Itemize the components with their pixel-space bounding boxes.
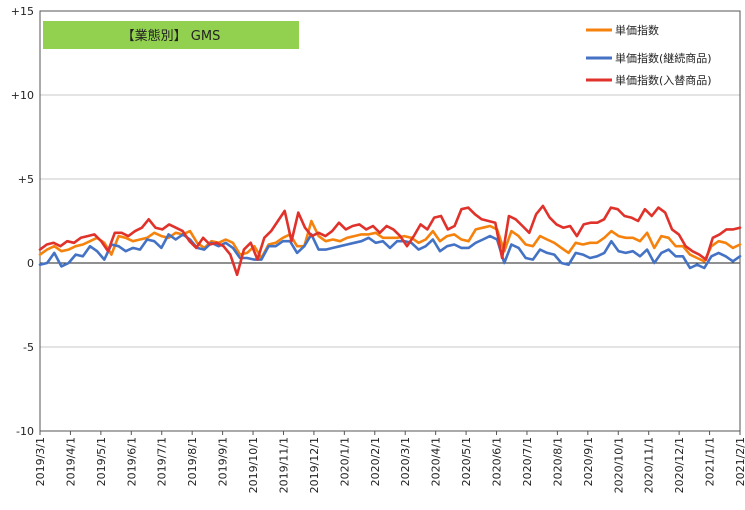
x-tick-label: 2021/2/1 [734, 437, 745, 486]
series-lines [38, 204, 742, 277]
badge-background [43, 21, 299, 49]
x-tick-label: 2019/8/1 [186, 437, 199, 486]
series-line-replaced-items-index [38, 204, 742, 277]
x-tick-label: 2020/3/1 [399, 437, 412, 486]
series-line-continuing-items-index [38, 233, 742, 270]
badge-label: 【業態別】 GMS [122, 28, 221, 44]
x-axis-ticks: 2019/3/1 2019/4/1 2019/5/1 2019/6/1 2019/7/1… [34, 431, 745, 493]
y-tick-label: +10 [11, 89, 34, 102]
x-tick-label: 2019/11/1 [277, 437, 290, 493]
x-tick-label: 2020/1/1 [338, 437, 351, 486]
y-tick-label: -10 [16, 425, 34, 438]
series-line-unit-price-index [38, 219, 742, 263]
y-tick-label: -5 [23, 341, 34, 354]
x-tick-label: 2019/10/1 [247, 437, 260, 493]
y-axis-ticks: +15 +10 +5 0 -5 -10 [11, 5, 34, 438]
x-tick-label: 2020/8/1 [551, 437, 564, 486]
x-tick-label: 2019/9/1 [217, 437, 230, 486]
x-tick-label: 2020/9/1 [582, 437, 595, 486]
legend-label-replaced-items-index: 単価指数(入替商品) [615, 73, 712, 87]
x-tick-label: 2020/7/1 [521, 437, 534, 486]
x-tick-label: 2021/1/1 [704, 437, 717, 486]
x-tick-label: 2019/3/1 [34, 437, 47, 486]
x-tick-label: 2020/11/1 [643, 437, 656, 493]
x-tick-label: 2019/12/1 [308, 437, 321, 493]
x-tick-label: 2019/4/1 [64, 437, 77, 486]
x-tick-label: 2020/12/1 [673, 437, 686, 493]
y-tick-label: +5 [18, 173, 34, 186]
category-badge: 【業態別】 GMS [43, 21, 299, 49]
x-tick-label: 2019/6/1 [125, 437, 138, 486]
y-tick-label: 0 [27, 257, 34, 270]
x-tick-label: 2020/2/1 [369, 437, 382, 486]
legend-label-continuing-items-index: 単価指数(継続商品) [615, 51, 712, 65]
x-tick-label: 2020/6/1 [491, 437, 504, 486]
y-tick-label: +15 [11, 5, 34, 18]
legend-label-unit-price-index: 単価指数 [615, 23, 659, 37]
plot-border [39, 10, 741, 432]
x-tick-label: 2020/10/1 [612, 437, 625, 493]
x-tick-label: 2019/7/1 [156, 437, 169, 486]
x-tick-label: 2019/5/1 [95, 437, 108, 486]
horizontal-gridlines [40, 94, 740, 348]
x-tick-label: 2020/4/1 [430, 437, 443, 486]
x-tick-label: 2020/5/1 [460, 437, 473, 486]
